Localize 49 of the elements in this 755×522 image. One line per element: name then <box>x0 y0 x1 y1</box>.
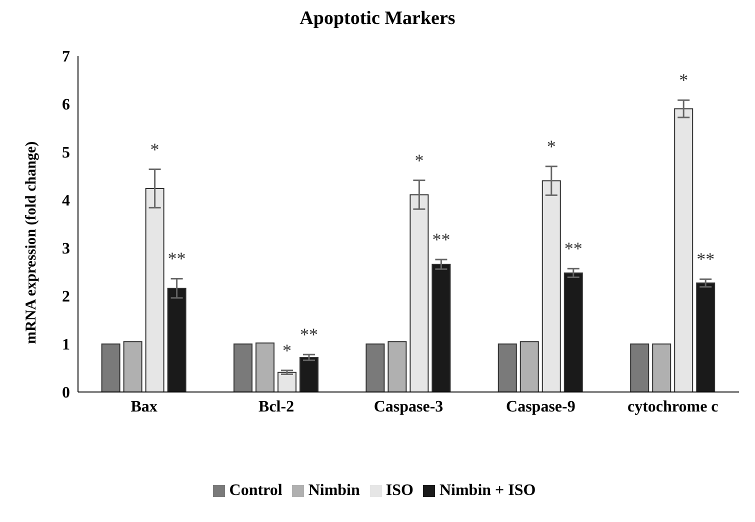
legend-label: ISO <box>386 482 414 499</box>
y-tick-label: 4 <box>62 192 70 210</box>
legend-label: Control <box>229 482 282 499</box>
y-tick-label: 2 <box>62 288 70 306</box>
data-label: * <box>679 70 688 90</box>
bar <box>696 282 716 392</box>
data-label: ** <box>168 248 186 269</box>
bar <box>145 188 164 392</box>
y-tick-label: 7 <box>62 48 70 66</box>
legend-label: Nimbin <box>308 482 360 499</box>
bar <box>542 180 561 392</box>
x-tick-label: Bcl-2 <box>258 398 294 416</box>
x-tick-label: cytochrome c <box>628 398 718 416</box>
bar <box>652 344 672 392</box>
y-tick-label: 6 <box>62 96 70 114</box>
legend-label: Nimbin + ISO <box>439 482 536 499</box>
bar <box>520 341 539 392</box>
bar <box>167 288 186 392</box>
data-label: ** <box>300 324 318 345</box>
data-label: * <box>282 340 292 360</box>
data-label: * <box>414 150 424 170</box>
bar <box>255 342 274 392</box>
bar <box>277 372 296 392</box>
bar <box>123 341 142 392</box>
chart-title: Apoptotic Markers <box>298 8 456 31</box>
data-label: ** <box>564 238 582 259</box>
bar <box>388 341 407 392</box>
bar <box>432 264 451 392</box>
data-label: ** <box>432 230 450 250</box>
bar <box>299 356 318 392</box>
bar <box>233 344 252 392</box>
bar <box>630 344 650 392</box>
bar <box>366 344 385 392</box>
y-tick-label: 0 <box>62 384 70 402</box>
bar <box>564 272 583 392</box>
bar <box>674 108 694 392</box>
bar <box>101 344 120 392</box>
bar <box>410 194 429 392</box>
x-tick-label: Caspase-3 <box>374 398 444 416</box>
y-tick-label: 1 <box>62 336 70 354</box>
x-tick-label: Bax <box>130 398 158 416</box>
data-label: ** <box>696 249 715 270</box>
x-tick-label: Caspase-9 <box>506 398 576 416</box>
y-axis-title: mRNA expression (fold change) <box>23 141 40 344</box>
data-label: * <box>150 139 160 160</box>
data-label: * <box>546 136 556 156</box>
y-tick-label: 5 <box>62 144 70 162</box>
bar <box>498 344 517 392</box>
y-tick-label: 3 <box>62 240 70 258</box>
